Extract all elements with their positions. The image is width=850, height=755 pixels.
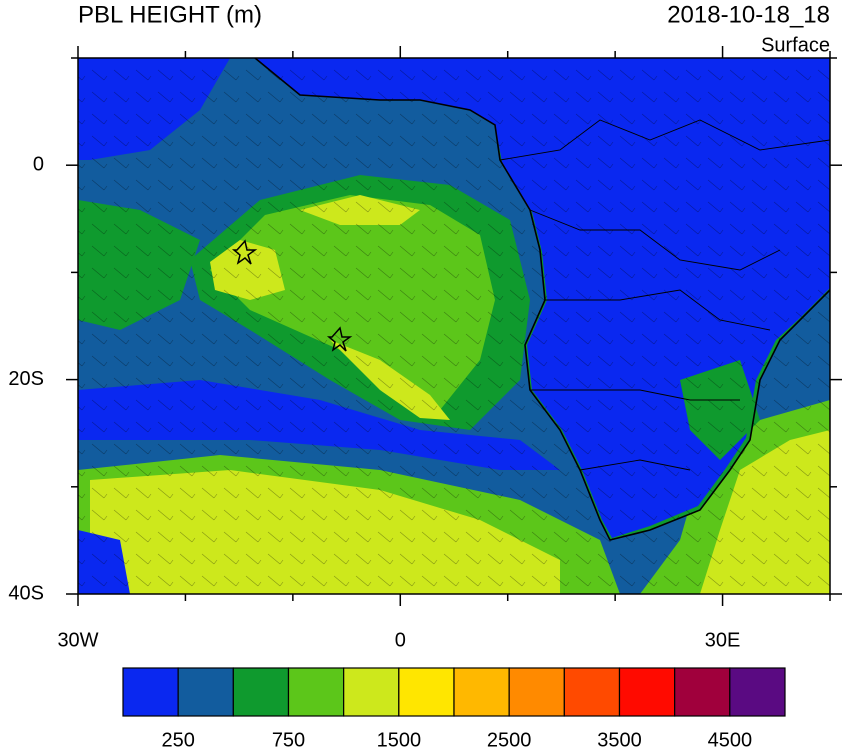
colorbar-box [343, 667, 400, 717]
colorbar-box [177, 667, 234, 717]
colorbar-box [508, 667, 565, 717]
map-frame [77, 57, 831, 595]
colorbar-label: 4500 [708, 729, 753, 750]
colorbar-box [287, 667, 345, 717]
field [78, 58, 830, 594]
colorbar-box [232, 667, 290, 717]
colorbar-box [729, 667, 786, 717]
borders [499, 119, 830, 471]
colorbar-label: 1500 [377, 729, 422, 750]
lat-tick-label: 20S [8, 368, 44, 390]
level-label: Surface [761, 34, 830, 56]
lat-tick-label: 0 [33, 153, 44, 175]
colorbar-box [674, 667, 731, 717]
colorbar-label: 250 [161, 729, 194, 750]
station-marker [326, 326, 353, 352]
colorbar-box [453, 667, 510, 717]
title: PBL HEIGHT (m) [78, 1, 262, 28]
colorbar-box [618, 667, 676, 717]
coastline [254, 58, 830, 541]
colorbar-label: 3500 [597, 729, 642, 750]
colorbar-box [563, 667, 621, 717]
axes: 30W 0 30E 0 20S 40S [8, 46, 842, 651]
colorbar-box [398, 667, 455, 717]
lon-tick-label: 30W [57, 629, 98, 651]
colorbar-label: 750 [272, 729, 305, 750]
wind-barbs [78, 58, 830, 594]
colorbar-box [122, 667, 179, 717]
lon-tick-label: 30E [705, 629, 741, 651]
lon-tick-label: 0 [395, 629, 406, 651]
time-label: 2018-10-18_18 [667, 1, 830, 28]
colorbar-label: 2500 [487, 729, 532, 750]
station-marker [231, 239, 258, 265]
colorbar: 250 750 1500 2500 3500 4500 [122, 667, 786, 751]
lat-tick-label: 40S [8, 582, 44, 604]
